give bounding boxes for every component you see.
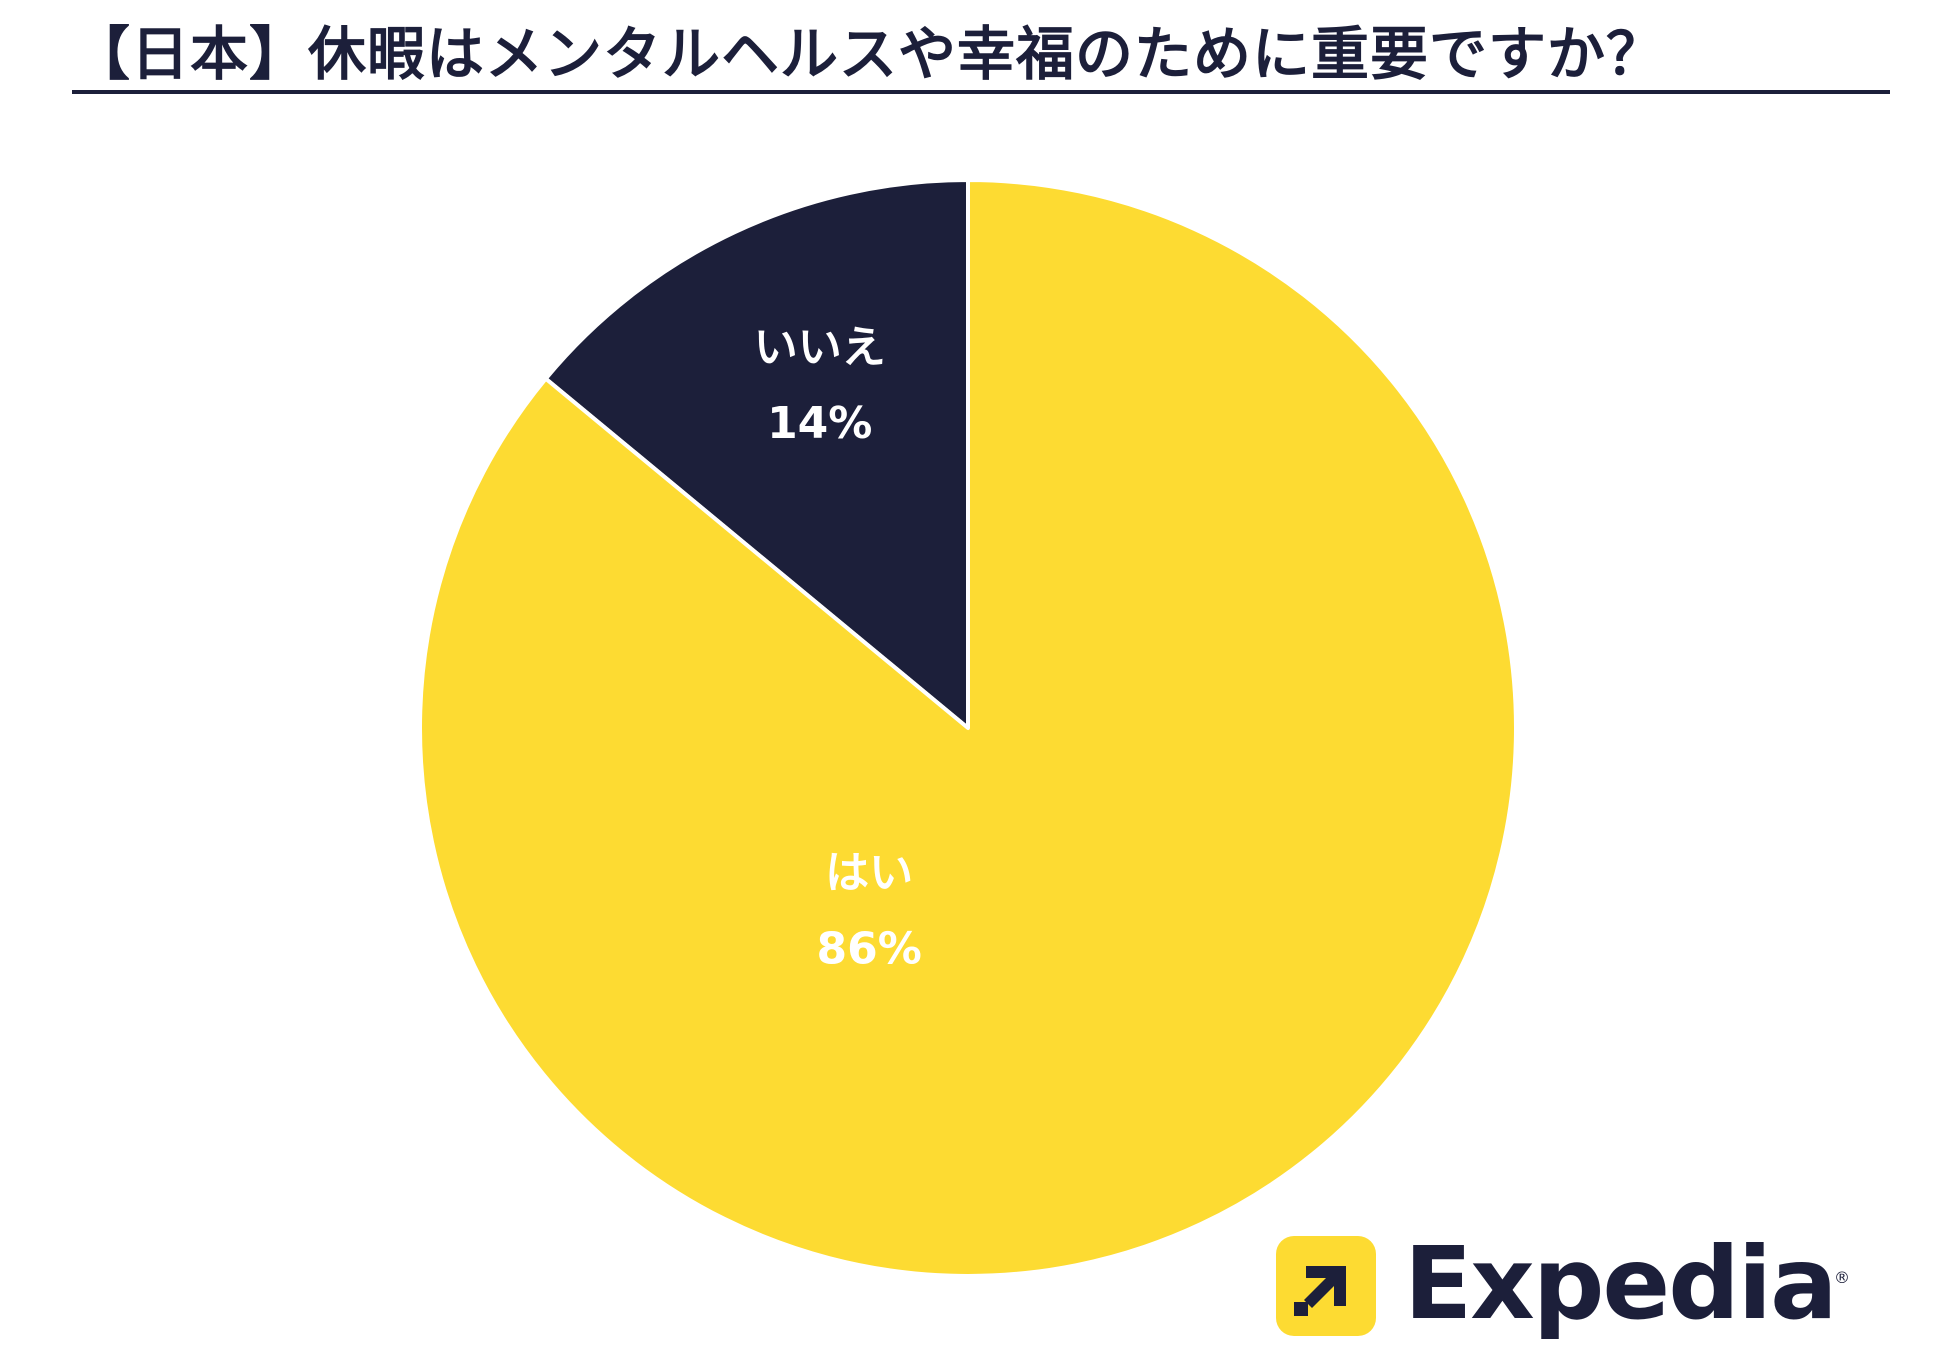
expedia-logo: Expedia ® — [1276, 1228, 1876, 1340]
slice-value-1: 14% — [767, 398, 872, 449]
chart-title: 【日本】休暇はメンタルヘルスや幸福のために重要ですか？ — [72, 20, 1666, 88]
registered-mark: ® — [1834, 1268, 1850, 1287]
slice-label-1: いいえ — [754, 322, 886, 373]
arrow-up-right-icon — [1276, 1236, 1376, 1336]
slice-label-2: はい — [825, 848, 913, 899]
brand-name: Expedia — [1404, 1225, 1838, 1342]
pie-slice-1 — [543, 178, 970, 730]
pie-slice-2 — [418, 178, 1518, 1278]
title-underline — [72, 90, 1890, 94]
slice-value-2: 86% — [817, 924, 922, 975]
